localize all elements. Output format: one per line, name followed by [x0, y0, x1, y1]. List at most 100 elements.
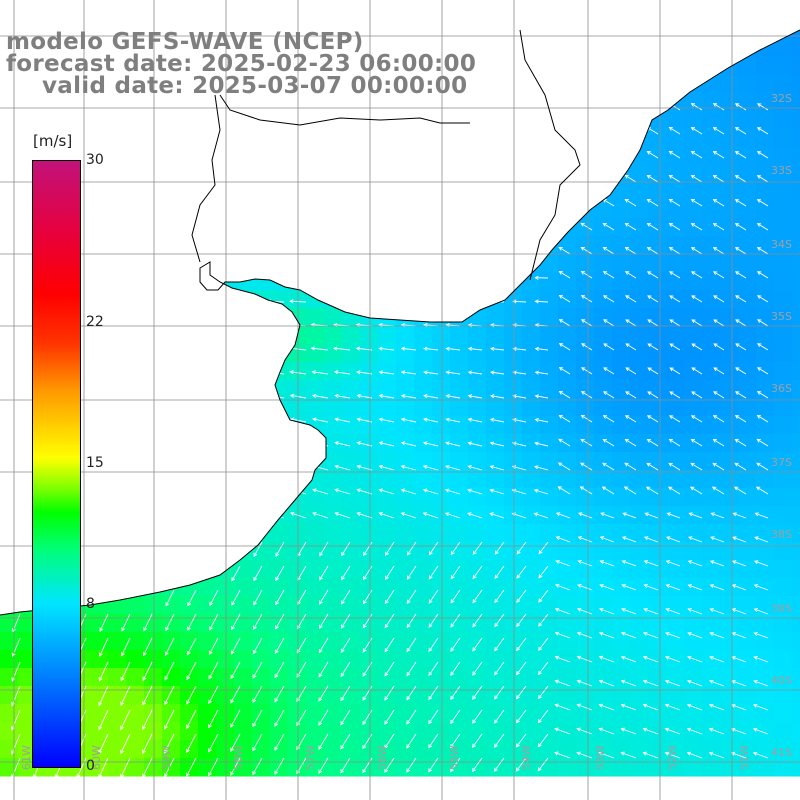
wind-arrow — [577, 704, 593, 711]
wind-arrow-head — [400, 393, 406, 399]
speed-cell — [486, 524, 505, 543]
wind-arrow — [713, 391, 725, 399]
wind-arrow — [164, 733, 175, 753]
wind-arrow — [666, 560, 681, 567]
wind-arrow-head — [142, 749, 146, 755]
speed-cell — [324, 470, 343, 489]
speed-cell — [702, 308, 721, 327]
wind-arrow — [450, 733, 461, 748]
speed-cell — [378, 614, 397, 633]
wind-arrow-head — [558, 343, 564, 347]
speed-cell — [396, 506, 415, 525]
wind-arrow-head — [467, 441, 472, 446]
wind-arrow — [428, 733, 439, 748]
wind-arrow-head — [709, 560, 715, 565]
speed-cell — [648, 488, 667, 507]
wind-arrow-head — [669, 367, 674, 372]
wind-arrow-head — [467, 370, 473, 375]
speed-cell — [252, 578, 271, 597]
wind-arrow — [732, 608, 747, 615]
speed-cell — [450, 614, 469, 633]
wind-arrow — [643, 680, 659, 687]
wind-arrow — [450, 589, 461, 604]
wind-arrow-head — [602, 462, 607, 467]
wind-arrow — [713, 415, 725, 423]
speed-cell — [630, 182, 649, 201]
wind-arrow-head — [555, 536, 560, 540]
wind-arrow-head — [489, 417, 495, 422]
wind-arrow — [581, 343, 593, 351]
wind-arrow — [513, 371, 527, 375]
wind-arrow-head — [428, 647, 433, 653]
wind-arrow — [516, 733, 527, 748]
speed-cell — [360, 686, 379, 705]
wind-arrow-head — [98, 701, 103, 707]
wind-arrow-head — [686, 727, 692, 732]
wind-arrow-head — [186, 651, 191, 656]
wind-arrow — [710, 608, 725, 615]
speed-cell — [432, 344, 451, 363]
wind-arrow-head — [231, 577, 236, 582]
latitude-label: 34S — [771, 238, 792, 251]
wind-arrow — [621, 728, 637, 735]
wind-arrow — [578, 536, 593, 543]
wind-arrow-head — [494, 574, 499, 579]
wind-arrow — [164, 661, 175, 680]
wind-arrow-head — [642, 703, 648, 708]
speed-cell — [648, 254, 667, 273]
wind-arrow — [665, 632, 681, 639]
wind-arrow — [534, 513, 549, 519]
wind-arrow-head — [602, 247, 607, 251]
wind-arrow — [274, 709, 285, 727]
wind-arrow — [312, 394, 329, 399]
wind-arrow — [735, 271, 747, 279]
wind-arrow — [401, 512, 417, 519]
speed-cell — [504, 380, 523, 399]
speed-cell — [720, 560, 739, 579]
speed-cell — [486, 578, 505, 597]
wind-arrow-head — [334, 488, 339, 493]
speed-cell — [450, 434, 469, 453]
wind-arrow — [423, 395, 439, 399]
wind-arrow — [76, 757, 87, 778]
speed-cell — [324, 560, 343, 579]
speed-cell — [468, 524, 487, 543]
wind-arrow — [274, 637, 285, 654]
speed-cell — [612, 290, 631, 309]
wind-arrow-head — [621, 584, 626, 588]
speed-cell — [504, 344, 523, 363]
wind-arrow — [646, 486, 659, 495]
speed-cell — [18, 740, 37, 759]
longitude-label: 51W — [738, 745, 751, 770]
wind-arrow-head — [312, 511, 317, 516]
speed-cell — [558, 722, 577, 741]
speed-cell — [468, 578, 487, 597]
speed-cell — [792, 146, 800, 165]
speed-cell — [720, 398, 739, 417]
speed-cell — [414, 542, 433, 561]
longitude-labels: 61W 60W 59W 58W 57W 56W 55W 54W 53W 52W 51W — [20, 745, 751, 770]
speed-cell — [792, 434, 800, 453]
wind-arrow-head — [142, 725, 146, 730]
speed-cell — [576, 308, 595, 327]
wind-arrow-head — [252, 649, 257, 655]
wind-arrow — [319, 541, 329, 556]
speed-cell — [666, 380, 685, 399]
wind-arrow-head — [472, 623, 477, 628]
speed-cell — [720, 326, 739, 345]
wind-arrow — [472, 709, 483, 724]
wind-arrow — [622, 560, 637, 567]
speed-cell — [162, 650, 181, 669]
wind-arrow-head — [296, 746, 301, 751]
wind-arrow-head — [406, 623, 411, 629]
wind-arrow-head — [318, 673, 323, 678]
speed-cell — [378, 542, 397, 561]
wind-arrow — [558, 415, 571, 423]
speed-cell — [774, 524, 793, 543]
speed-cell — [18, 668, 37, 687]
speed-cell — [576, 614, 595, 633]
longitude-label: 59W — [160, 745, 173, 770]
wind-arrow-head — [378, 488, 383, 493]
speed-cell — [504, 686, 523, 705]
coastline-path — [0, 29, 800, 616]
